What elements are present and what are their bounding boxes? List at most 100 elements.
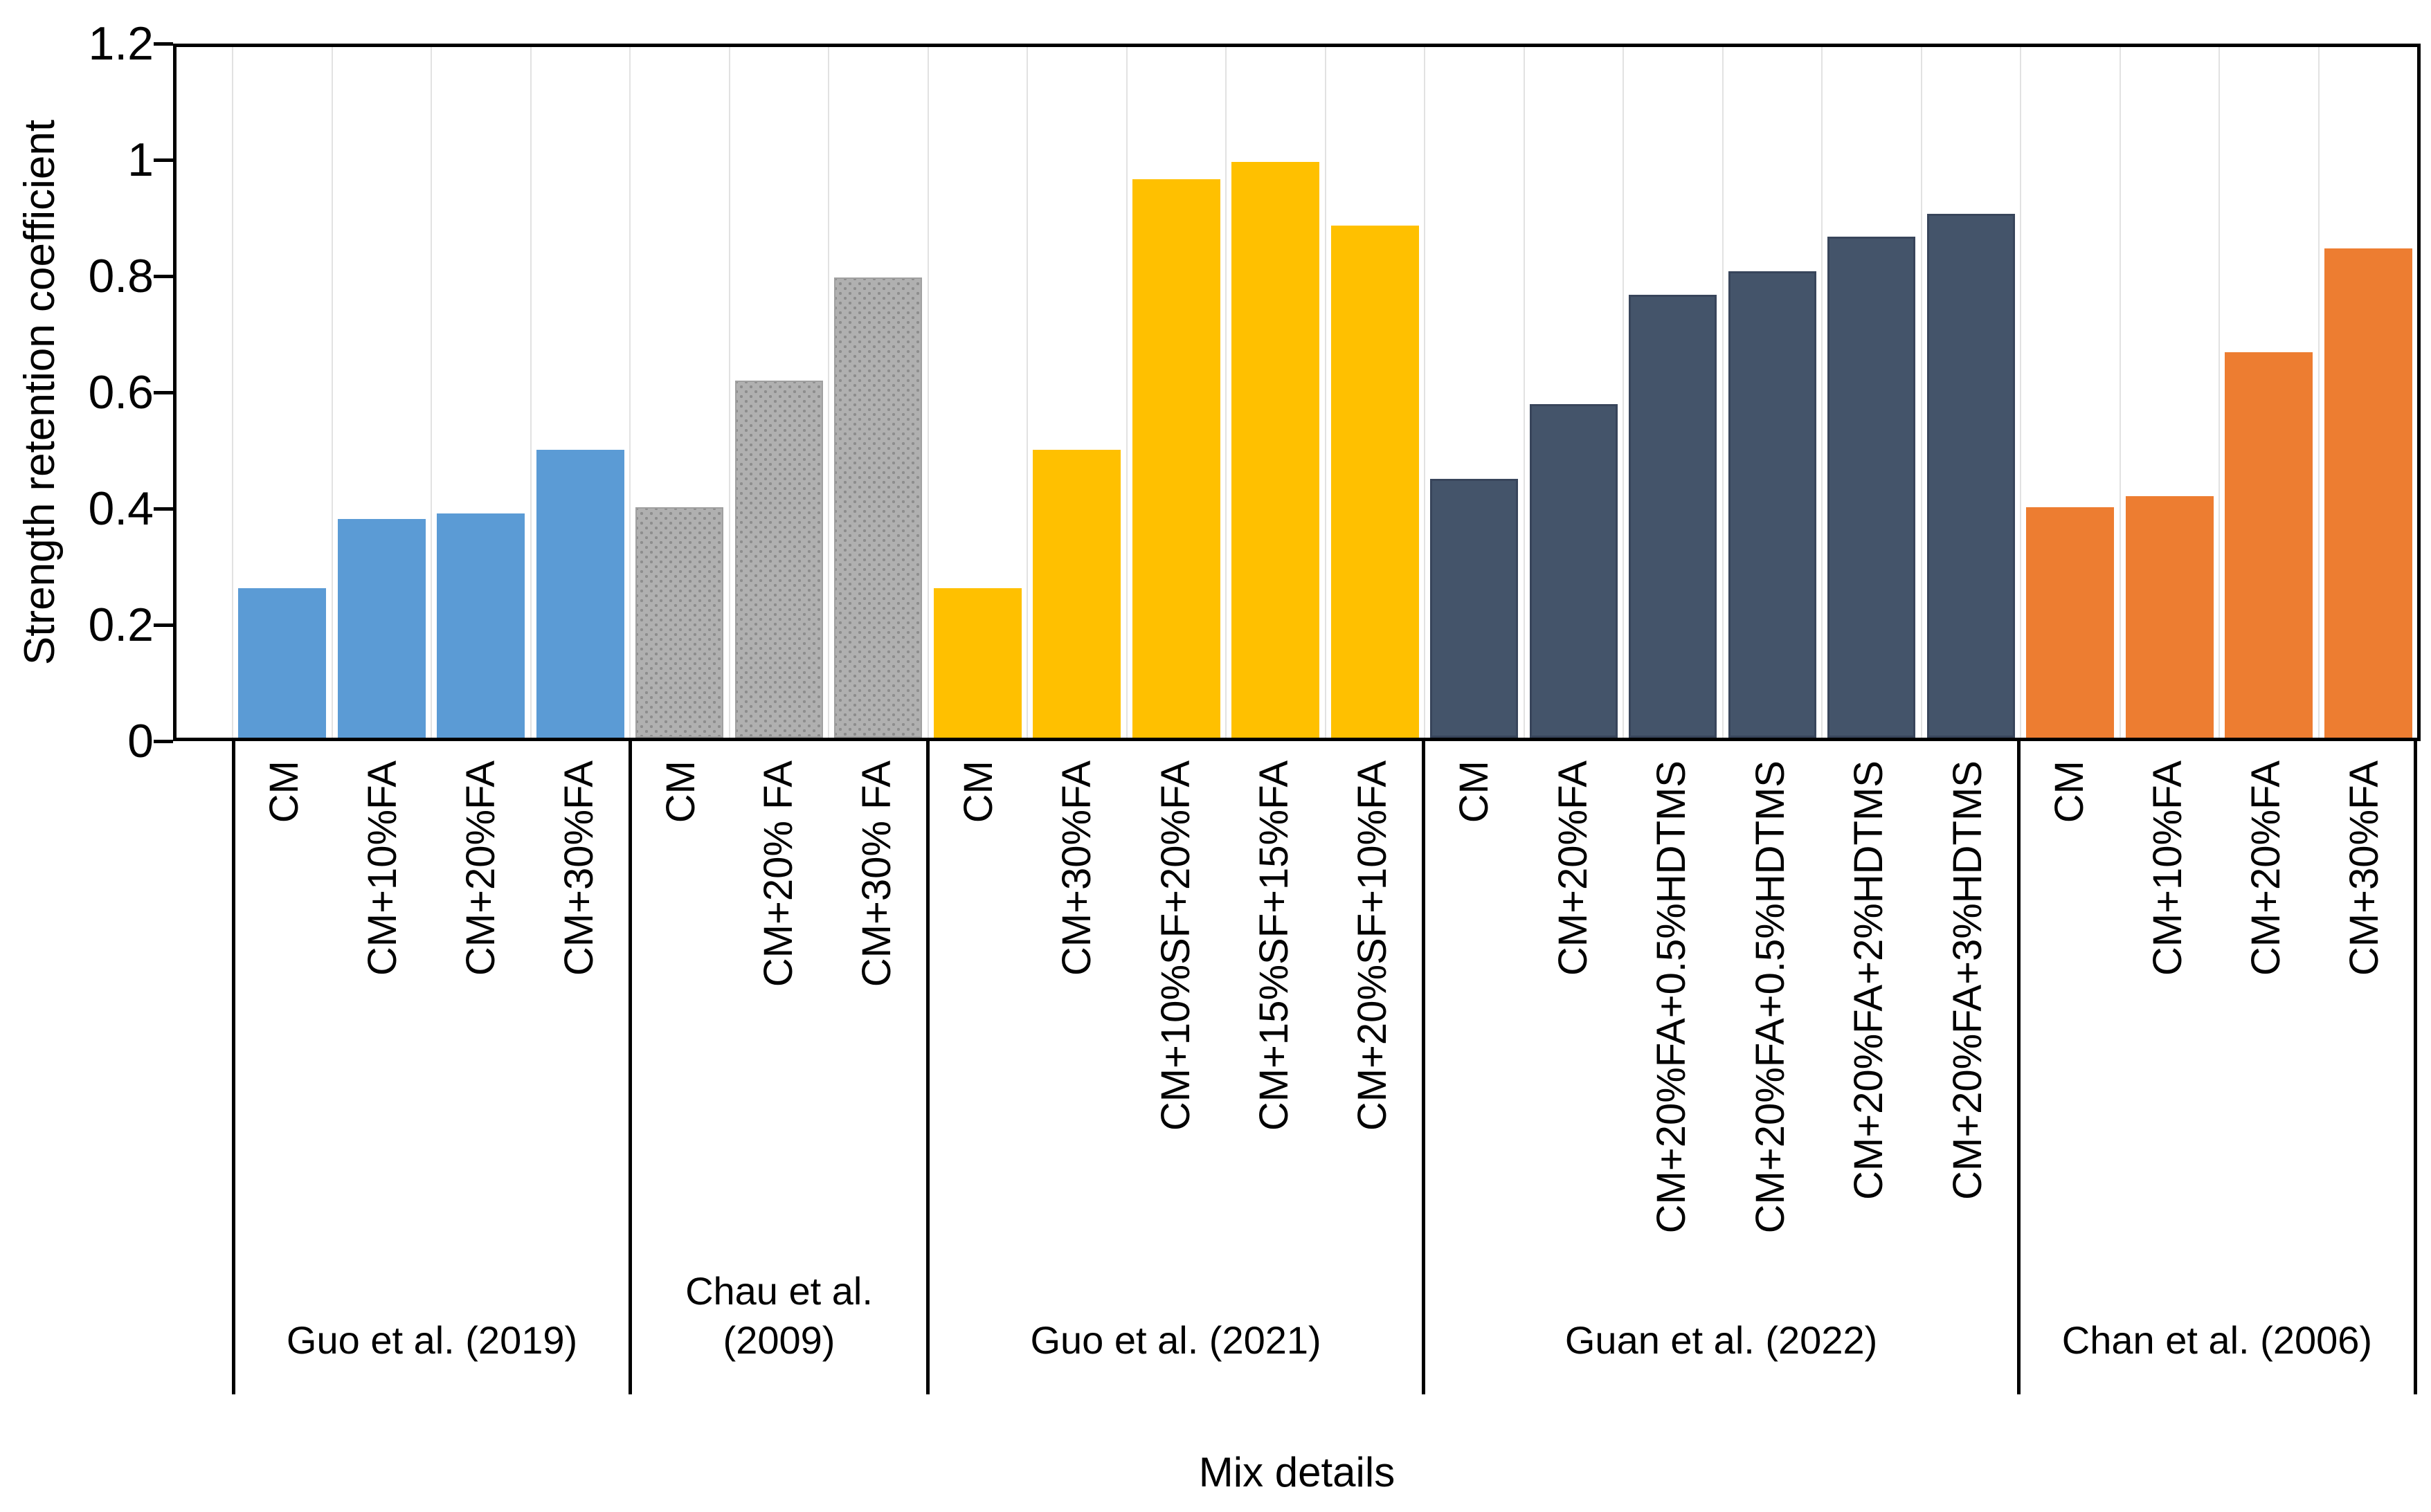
bar <box>1430 478 1519 738</box>
y-tick-label: 0.4 <box>88 482 154 535</box>
bar <box>635 507 724 738</box>
category-slot <box>232 47 332 738</box>
mix-label-slot: CM+10%FA <box>334 741 432 1295</box>
mix-labels-row: CM CM+20%FA CM+20%FA+0.5%HDTMS CM+20%FA+0.5… <box>1425 741 2017 1295</box>
mix-label-slot: CM+20%FA+0.5%HDTMS <box>1721 741 1820 1295</box>
study-citation: Chan et al. (2006) <box>2061 1318 2373 1363</box>
category-slot <box>2218 47 2318 738</box>
y-tick-label: 0.2 <box>88 599 154 651</box>
study-citation: Chau et al. (2009) <box>685 1268 873 1363</box>
mix-label-slot: CM <box>1425 741 1524 1295</box>
category-slot <box>2020 47 2120 738</box>
mix-label: CM <box>262 760 307 823</box>
mix-label-slot: CM+30%FA <box>530 741 629 1295</box>
study-group: CM CM+10%FA CM+20%FA CM+30%FA Chan et al. (2… <box>2016 741 2414 1394</box>
mix-label: CM+30% FA <box>854 760 900 987</box>
mix-label-slot: CM+20%FA <box>2217 741 2315 1295</box>
mix-label: CM+30%FA <box>557 760 602 976</box>
bar <box>1728 271 1816 738</box>
y-tick-mark <box>154 740 173 743</box>
y-tick-mark <box>154 507 173 511</box>
mix-label: CM+10%SF+20%FA <box>1153 760 1198 1131</box>
study-group: CM CM+30%FA CM+10%SF+20%FA CM+15%SF+15%FA CM… <box>925 741 1422 1394</box>
mix-label: CM+20%FA <box>458 760 504 976</box>
study-group: CM CM+20%FA CM+20%FA+0.5%HDTMS CM+20%FA+0.5… <box>1422 741 2017 1394</box>
y-tick-label: 0 <box>127 715 154 767</box>
mix-labels-row: CM CM+20% FA CM+30% FA <box>632 741 926 1295</box>
bar <box>1330 225 1419 738</box>
mix-label-slot: CM+20%FA <box>432 741 530 1295</box>
mix-label: CM+30%FA <box>1054 760 1100 976</box>
category-slot <box>431 47 530 738</box>
mix-label-slot: CM+20%SF+10%FA <box>1323 741 1422 1295</box>
category-slot <box>1523 47 1623 738</box>
y-tick-label: 1.2 <box>88 17 154 70</box>
mix-label: CM+20%FA+2%HDTMS <box>1846 760 1892 1200</box>
category-slot <box>1225 47 1325 738</box>
bar <box>1827 237 1916 738</box>
mix-label-slot: CM+30%FA <box>2315 741 2414 1295</box>
y-tick-mark <box>154 623 173 627</box>
category-slot <box>331 47 431 738</box>
category-slot <box>1126 47 1226 738</box>
category-slot <box>1424 47 1524 738</box>
mix-label: CM+30%FA <box>2341 760 2387 976</box>
mix-labels-row: CM CM+10%FA CM+20%FA CM+30%FA <box>235 741 629 1295</box>
study-group: CM CM+20% FA CM+30% FA Chau et al. (2009) <box>629 741 926 1394</box>
category-slot <box>1721 47 1822 738</box>
mix-label-slot: CM <box>2021 741 2119 1295</box>
mix-label: CM+10%FA <box>360 760 406 976</box>
bar <box>834 277 923 738</box>
mix-label: CM+20%SF+10%FA <box>1350 760 1395 1131</box>
category-slot <box>1920 47 2021 738</box>
category-slot <box>1027 47 1126 738</box>
category-slot <box>629 47 729 738</box>
mix-label: CM+20%FA+3%HDTMS <box>1944 760 1990 1200</box>
mix-label: CM+10%FA <box>2144 760 2190 976</box>
mix-label: CM+20% FA <box>756 760 802 987</box>
mix-label: CM <box>2046 760 2092 823</box>
mix-label-slot: CM+15%SF+15%FA <box>1225 741 1323 1295</box>
mix-label-slot: CM <box>235 741 334 1295</box>
mix-label: CM+20%FA <box>2243 760 2288 976</box>
category-slot <box>927 47 1027 738</box>
mix-label: CM+15%SF+15%FA <box>1251 760 1296 1131</box>
mix-label-slot: CM+20%FA+0.5%HDTMS <box>1623 741 1721 1295</box>
bar <box>1033 450 1121 738</box>
bar <box>437 513 525 738</box>
bar <box>2225 352 2313 738</box>
mix-labels-row: CM CM+30%FA CM+10%SF+20%FA CM+15%SF+15%FA CM… <box>930 741 1422 1295</box>
mix-label: CM+20%FA+0.5%HDTMS <box>1649 760 1695 1234</box>
mix-label-slot: CM+20% FA <box>730 741 829 1295</box>
study-group: CM CM+10%FA CM+20%FA CM+30%FA Guo et al. (20… <box>232 741 629 1394</box>
bar <box>536 450 624 738</box>
mix-label-slot: CM+10%SF+20%FA <box>1126 741 1224 1295</box>
bar <box>933 588 1022 738</box>
mix-label-slot: CM+20%FA+3%HDTMS <box>1918 741 2016 1295</box>
mix-label-slot: CM+30%FA <box>1028 741 1126 1295</box>
bar <box>1629 294 1717 738</box>
x-axis-title: Mix details <box>1198 1449 1395 1495</box>
mix-label-slot: CM+30% FA <box>828 741 926 1295</box>
mix-label: CM <box>1452 760 1497 823</box>
mix-label: CM <box>658 760 703 823</box>
bar <box>1926 214 2015 738</box>
bar <box>1132 179 1220 738</box>
category-slot <box>1324 47 1425 738</box>
category-slot <box>728 47 829 738</box>
y-tick-label: 0.8 <box>88 250 154 302</box>
mix-label: CM+20%FA <box>1550 760 1596 976</box>
y-tick-mark <box>154 158 173 162</box>
study-citation: Guo et al. (2021) <box>1030 1318 1321 1363</box>
mix-label-slot: CM+10%FA <box>2119 741 2217 1295</box>
y-tick-mark <box>154 391 173 394</box>
category-slot <box>2119 47 2219 738</box>
bar <box>2026 507 2115 738</box>
study-citation: Guo et al. (2019) <box>286 1318 578 1363</box>
bar <box>337 518 426 738</box>
mix-labels-row: CM CM+10%FA CM+20%FA CM+30%FA <box>2021 741 2414 1295</box>
category-slot <box>828 47 928 738</box>
category-slot <box>530 47 630 738</box>
y-tick-mark <box>154 275 173 278</box>
